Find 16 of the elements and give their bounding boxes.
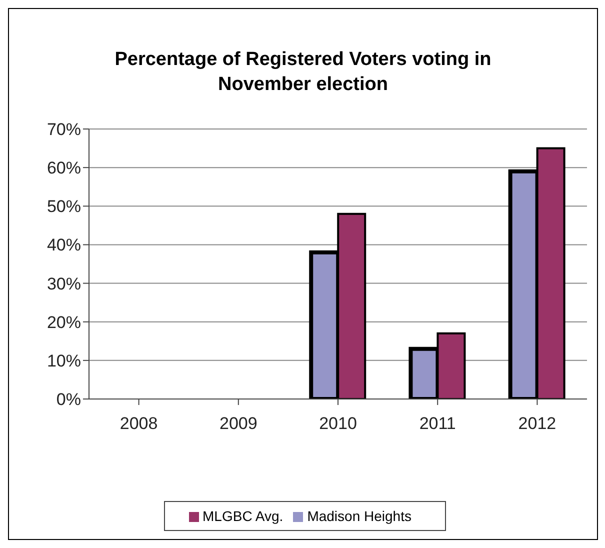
x-tick-label: 2011 [419, 414, 456, 434]
legend-label: Madison Heights [307, 508, 412, 524]
y-tick-label: 60% [46, 158, 81, 178]
y-tick-label: 0% [56, 390, 81, 410]
legend-label: MLGBC Avg. [202, 508, 284, 524]
y-tick-label: 30% [46, 274, 81, 294]
y-tick-label: 40% [46, 236, 81, 255]
x-tick-label: 2012 [518, 414, 556, 434]
y-tick-label: 70% [46, 120, 81, 140]
x-tick-label: 2009 [219, 414, 258, 434]
x-tick-label: 2008 [120, 414, 158, 434]
y-tick-label: 20% [46, 312, 81, 332]
y-tick-label: 50% [46, 197, 81, 216]
chart-title: Percentage of Registered Voters voting in November election [114, 48, 492, 97]
x-tick-label: 2010 [319, 414, 357, 434]
y-tick-label: 10% [46, 351, 81, 370]
